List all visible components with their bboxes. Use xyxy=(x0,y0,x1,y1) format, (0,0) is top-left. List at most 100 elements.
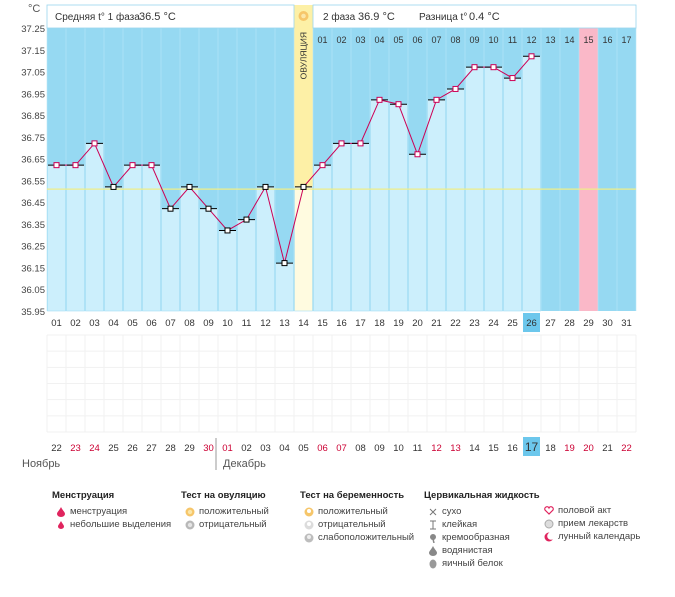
calendar-day-label: 16 xyxy=(507,443,518,454)
temperature-bar xyxy=(313,164,332,312)
legend-item: лунный календарь xyxy=(558,531,641,542)
calendar-day-label: 19 xyxy=(564,443,575,454)
calendar-day-label: 11 xyxy=(413,443,423,454)
legend-item: клейкая xyxy=(442,519,478,530)
phase2-value: 36.9 °C xyxy=(358,11,395,23)
cycle-day-label: 30 xyxy=(602,318,613,329)
highlight-column xyxy=(579,28,598,311)
post-ovulation-day-label: 10 xyxy=(488,35,498,45)
cycle-day-label: 29 xyxy=(583,318,594,329)
cycle-day-label: 31 xyxy=(621,318,632,329)
ovulation-label: ОВУЛЯЦИЯ xyxy=(299,32,309,79)
legend-item: положительный xyxy=(199,506,269,517)
header-phase1 xyxy=(46,4,295,29)
month-label-december: Декабрь xyxy=(223,458,266,470)
post-ovulation-day-label: 05 xyxy=(393,35,403,45)
post-ovulation-day-label: 14 xyxy=(564,35,574,45)
post-ovulation-day-label: 07 xyxy=(431,35,441,45)
calendar-day-label: 01 xyxy=(222,443,233,454)
temperature-point xyxy=(338,140,345,147)
y-tick-label: 35.95 xyxy=(21,307,45,318)
cycle-day-label: 04 xyxy=(108,318,119,329)
heart-icon xyxy=(540,506,558,515)
temperature-point xyxy=(186,183,193,190)
cycle-day-label: 09 xyxy=(203,318,214,329)
drop-icon xyxy=(52,506,70,517)
temperature-point xyxy=(357,140,364,147)
legend-item: половой акт xyxy=(558,505,612,516)
cycle-day-label: 13 xyxy=(279,318,290,329)
calendar-day-label: 15 xyxy=(488,443,499,454)
temperature-point xyxy=(433,96,440,103)
legend-cervical: Цервикальная жидкость сухо клейкая кремо… xyxy=(424,490,540,570)
cycle-day-label: 08 xyxy=(184,318,195,329)
cycle-day-label: 19 xyxy=(393,318,404,329)
y-tick-label: 36.45 xyxy=(21,198,45,209)
calendar-day-label: 13 xyxy=(450,443,461,454)
phase1-value: 36.5 °C xyxy=(139,11,176,23)
pill-icon xyxy=(540,519,558,529)
temperature-bar xyxy=(446,88,465,312)
temperature-bar xyxy=(66,164,85,312)
temperature-bar xyxy=(104,186,123,312)
temperature-point xyxy=(224,227,231,234)
cycle-day-label: 18 xyxy=(374,318,385,329)
legend-item: отрицательный xyxy=(199,519,267,530)
legend-cervical-title: Цервикальная жидкость xyxy=(424,490,540,501)
temperature-bar xyxy=(218,230,237,312)
temperature-bar xyxy=(237,219,256,312)
calendar-day-label: 20 xyxy=(583,443,594,454)
y-tick-label: 37.05 xyxy=(21,68,45,79)
calendar-day-label: 29 xyxy=(184,443,195,454)
cycle-day-label: 11 xyxy=(242,318,252,329)
diff-value: 0.4 °C xyxy=(469,11,500,23)
y-tick-label: 36.35 xyxy=(21,220,45,231)
temperature-bar xyxy=(389,103,408,312)
calendar-day-label: 02 xyxy=(241,443,252,454)
moon-icon xyxy=(540,531,558,542)
legend-item: менструация xyxy=(70,506,128,517)
cycle-day-label: 14 xyxy=(298,318,309,329)
temperature-bar xyxy=(199,208,218,312)
calendar-day-label: 14 xyxy=(469,443,480,454)
temperature-point xyxy=(452,85,459,92)
legend-menstruation-title: Менструация xyxy=(52,490,115,501)
temperature-point xyxy=(72,162,79,169)
cycle-day-label: 01 xyxy=(51,318,62,329)
temperature-bar xyxy=(503,77,522,312)
pregnancy-positive-icon xyxy=(300,507,318,517)
calendar-day-label: 18 xyxy=(545,443,556,454)
temperature-bar xyxy=(351,143,370,312)
calendar-day-label: 24 xyxy=(89,443,100,454)
cycle-day-label: 23 xyxy=(469,318,480,329)
legend-ovulation-test: Тест на овуляцию положительный отрицател… xyxy=(181,490,269,531)
temperature-point xyxy=(395,101,402,108)
small-drop-icon xyxy=(52,520,70,529)
calendar-day-label: 22 xyxy=(621,443,632,454)
calendar-day-label: 12 xyxy=(431,443,442,454)
calendar-day-label: 27 xyxy=(146,443,157,454)
sun-negative-icon xyxy=(181,520,199,530)
temperature-point xyxy=(167,205,174,212)
temperature-bar xyxy=(123,164,142,312)
cycle-day-label: 07 xyxy=(165,318,176,329)
temperature-bar xyxy=(180,186,199,312)
temperature-point xyxy=(110,183,117,190)
temperature-bar xyxy=(408,153,427,312)
post-ovulation-day-label: 04 xyxy=(374,35,384,45)
y-tick-label: 36.85 xyxy=(21,111,45,122)
post-ovulation-day-label: 06 xyxy=(412,35,422,45)
temperature-bar xyxy=(47,164,66,312)
temperature-bar xyxy=(85,143,104,312)
post-ovulation-day-label: 09 xyxy=(469,35,479,45)
phase1-label: Средняя t° 1 фаза xyxy=(55,11,140,23)
calendar-day-label: 25 xyxy=(108,443,119,454)
y-tick-label: 36.75 xyxy=(21,133,45,144)
temperature-point xyxy=(91,140,98,147)
calendar-day-label: 08 xyxy=(355,443,366,454)
temperature-point xyxy=(509,75,516,82)
temperature-bar xyxy=(161,208,180,312)
cycle-day-label: 12 xyxy=(260,318,271,329)
y-tick-label: 36.05 xyxy=(21,285,45,296)
pregnancy-weak-icon xyxy=(300,533,318,543)
